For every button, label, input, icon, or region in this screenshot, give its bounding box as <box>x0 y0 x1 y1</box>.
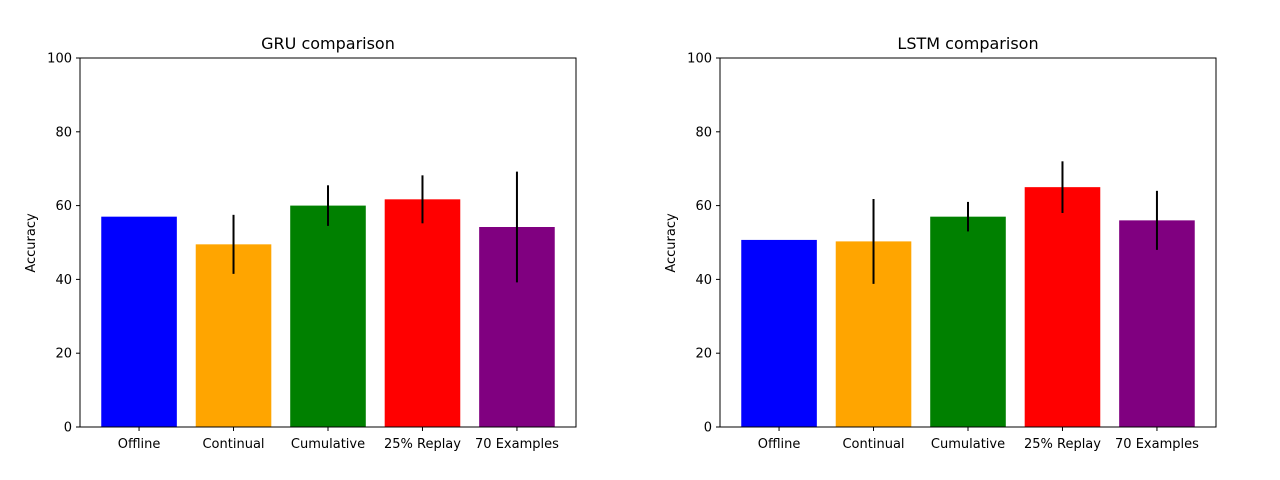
x-tick-label-4: 70 Examples <box>475 437 559 452</box>
error-bars-group <box>872 161 1158 284</box>
y-tick-label-4: 80 <box>55 125 72 140</box>
chart-title: LSTM comparison <box>897 34 1038 53</box>
y-tick-label-2: 40 <box>695 273 712 288</box>
x-tick-label-4: 70 Examples <box>1115 437 1199 452</box>
subplot-gru: GRU comparison Accuracy 0 20 40 60 80 100 Off… <box>24 34 577 452</box>
bar-1 <box>195 244 272 427</box>
y-tick-label-1: 20 <box>695 347 712 362</box>
bar-0 <box>741 239 817 427</box>
x-ticks-group: Offline Continual Cumulative 25% Replay 70 E… <box>758 427 1199 452</box>
bar-3 <box>384 199 461 427</box>
y-tick-label-5: 100 <box>687 52 712 67</box>
x-tick-label-3: 25% Replay <box>1024 437 1101 452</box>
x-tick-label-3: 25% Replay <box>384 437 461 452</box>
y-tick-label-0: 0 <box>64 421 72 436</box>
y-tick-label-2: 40 <box>55 273 72 288</box>
y-axis-label: Accuracy <box>24 213 39 273</box>
x-ticks-group: Offline Continual Cumulative 25% Replay 70 E… <box>118 427 559 452</box>
x-tick-label-1: Continual <box>202 437 264 452</box>
x-tick-label-0: Offline <box>758 437 801 452</box>
bar-4 <box>1119 220 1195 427</box>
subplot-lstm: LSTM comparison Accuracy 0 20 40 60 80 100 Of… <box>664 34 1217 452</box>
bar-2 <box>930 216 1006 427</box>
bars-group <box>741 187 1195 427</box>
bar-0 <box>101 216 177 427</box>
y-tick-label-3: 60 <box>695 199 712 214</box>
x-tick-label-0: Offline <box>118 437 161 452</box>
y-tick-label-4: 80 <box>695 125 712 140</box>
y-tick-label-3: 60 <box>55 199 72 214</box>
chart-title: GRU comparison <box>261 34 395 53</box>
y-tick-label-5: 100 <box>47 52 72 67</box>
y-ticks-group: 0 20 40 60 80 100 <box>47 52 80 436</box>
x-tick-label-2: Cumulative <box>931 437 1005 452</box>
bar-2 <box>290 205 366 427</box>
axes-frame <box>79 57 577 428</box>
error-bars-group <box>232 171 518 283</box>
axes-frame <box>719 57 1217 428</box>
y-tick-label-0: 0 <box>704 421 712 436</box>
x-tick-label-2: Cumulative <box>291 437 365 452</box>
y-axis-label: Accuracy <box>664 213 679 273</box>
y-ticks-group: 0 20 40 60 80 100 <box>687 52 720 436</box>
x-tick-label-1: Continual <box>842 437 904 452</box>
bar-3 <box>1024 187 1101 427</box>
bars-group <box>101 199 555 427</box>
y-tick-label-1: 20 <box>55 347 72 362</box>
